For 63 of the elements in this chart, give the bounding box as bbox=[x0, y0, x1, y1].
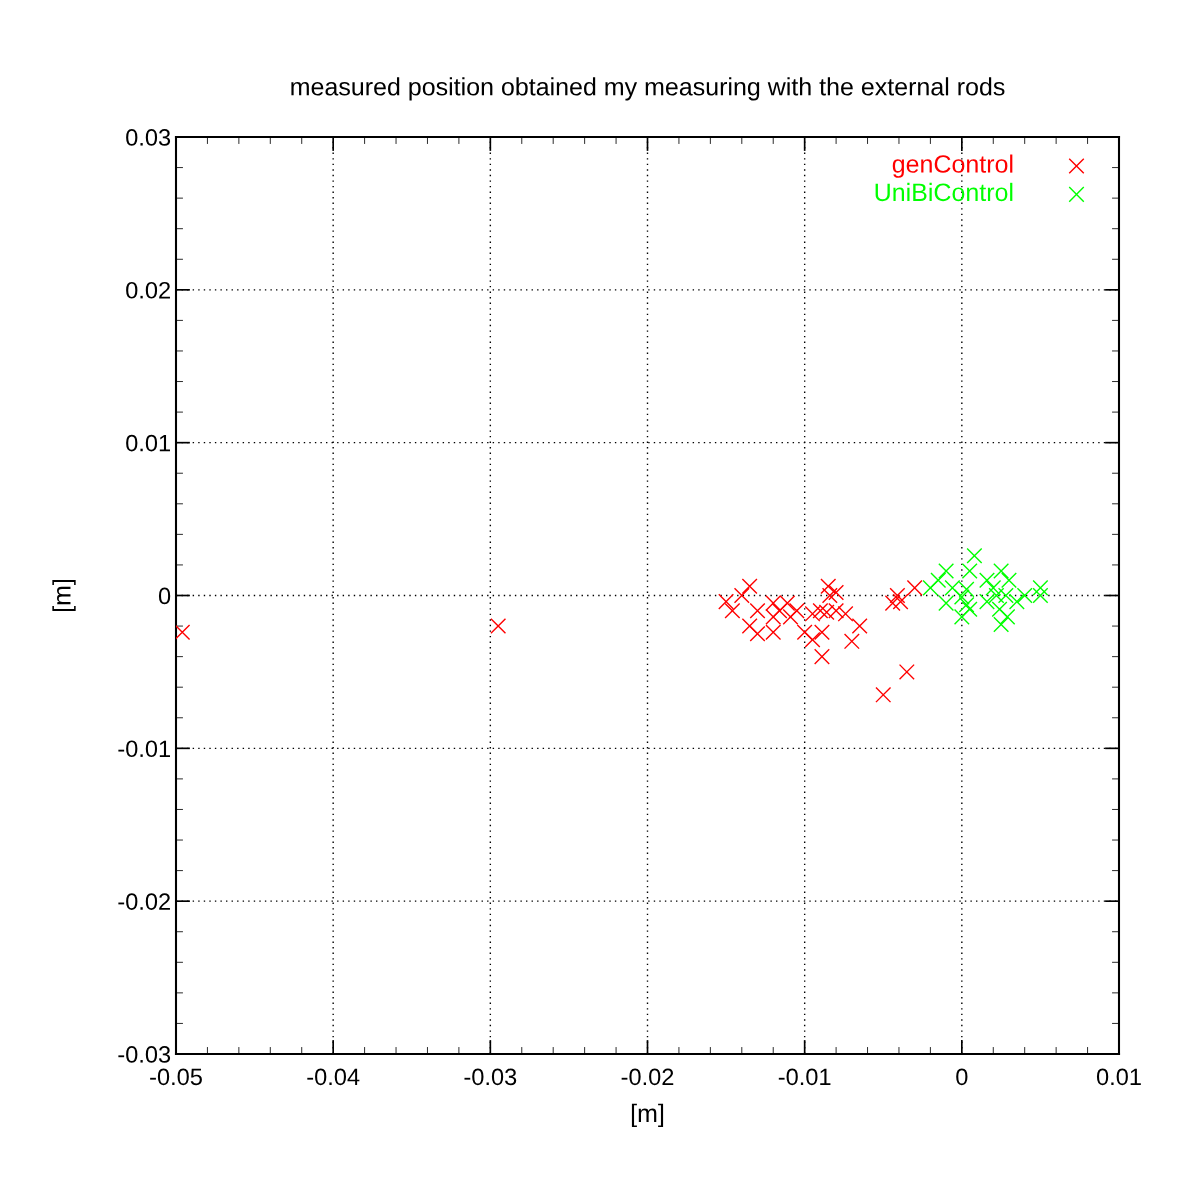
point bbox=[875, 686, 892, 703]
legend-label: genControl bbox=[892, 154, 1013, 178]
y-tick-label: 0.01 bbox=[126, 434, 170, 452]
point bbox=[741, 618, 758, 635]
y-tick-label: -0.02 bbox=[118, 893, 170, 910]
y-tick-label: -0.03 bbox=[118, 1046, 171, 1063]
point bbox=[718, 593, 735, 610]
point bbox=[993, 563, 1010, 580]
point bbox=[898, 663, 915, 680]
point bbox=[938, 563, 955, 580]
point bbox=[749, 602, 766, 619]
point bbox=[930, 572, 947, 589]
point bbox=[997, 587, 1014, 604]
x-tick-label: -0.01 bbox=[778, 1068, 831, 1086]
point bbox=[821, 587, 838, 604]
point bbox=[724, 602, 741, 619]
y-tick-label: -0.01 bbox=[118, 740, 170, 758]
point bbox=[837, 605, 854, 622]
x-axis-title: [m] bbox=[631, 1103, 664, 1128]
y-axis-title: [m] bbox=[52, 579, 76, 612]
point bbox=[966, 547, 983, 564]
point bbox=[1001, 572, 1017, 589]
point bbox=[733, 587, 750, 604]
point bbox=[1032, 579, 1049, 596]
point bbox=[991, 601, 1008, 618]
x-tick-label: -0.04 bbox=[307, 1068, 360, 1086]
y-tick-label: 0.03 bbox=[126, 129, 171, 146]
point bbox=[851, 618, 868, 635]
chart-title: measured position obtained my measuring with the external rods bbox=[291, 77, 1005, 101]
y-tick-label: 0.02 bbox=[126, 281, 170, 299]
point bbox=[953, 608, 970, 625]
point bbox=[985, 579, 1002, 596]
point bbox=[176, 624, 191, 641]
legend-label: UniBiControl bbox=[875, 182, 1013, 202]
point bbox=[741, 578, 758, 595]
x-tick-label: -0.03 bbox=[464, 1068, 517, 1086]
point bbox=[820, 578, 837, 595]
point bbox=[958, 596, 975, 613]
y-tick-label: 0 bbox=[158, 587, 171, 605]
point bbox=[1008, 593, 1025, 610]
point bbox=[938, 595, 955, 612]
point bbox=[979, 593, 995, 610]
point bbox=[804, 631, 821, 648]
point bbox=[906, 579, 923, 596]
point bbox=[993, 616, 1010, 633]
point bbox=[889, 587, 906, 604]
point bbox=[813, 648, 830, 665]
point bbox=[828, 584, 845, 601]
point bbox=[961, 563, 978, 580]
point bbox=[988, 587, 1005, 604]
x-tick-label: -0.02 bbox=[621, 1068, 674, 1086]
point bbox=[953, 589, 970, 606]
point bbox=[892, 593, 909, 610]
point bbox=[961, 601, 978, 618]
x-tick-label: -0.05 bbox=[150, 1068, 202, 1086]
point bbox=[922, 579, 939, 596]
point bbox=[999, 608, 1016, 625]
point bbox=[843, 633, 860, 650]
point bbox=[979, 572, 995, 589]
x-tick-label: 0.01 bbox=[1096, 1068, 1141, 1086]
x-tick-label: 0 bbox=[956, 1068, 968, 1086]
point bbox=[884, 595, 901, 612]
point bbox=[490, 618, 507, 635]
